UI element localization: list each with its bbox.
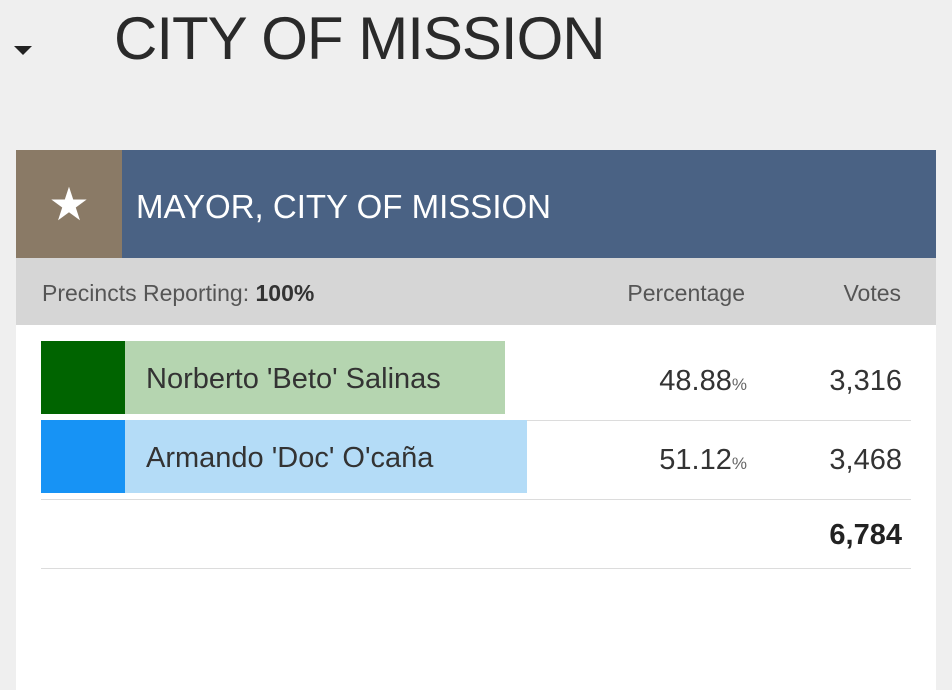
candidate-name: Armando 'Doc' O'caña [146, 442, 434, 474]
page-title: CITY OF MISSION [114, 5, 606, 72]
candidate-votes: 3,468 [829, 444, 902, 476]
percent-sign: % [731, 454, 747, 473]
race-header: ★ MAYOR, CITY OF MISSION [16, 150, 936, 258]
precincts-label: Precincts Reporting: [42, 280, 250, 306]
dropdown-caret-icon[interactable] [14, 46, 32, 55]
candidate-votes: 3,316 [829, 365, 902, 397]
race-card: ★ MAYOR, CITY OF MISSION Precincts Repor… [16, 150, 936, 690]
precincts-value: 100% [255, 280, 315, 306]
candidate-row: Norberto 'Beto' Salinas 48.88% 3,316 [41, 341, 911, 421]
race-title: MAYOR, CITY OF MISSION [136, 188, 551, 225]
percentage-header: Percentage [627, 280, 745, 306]
percent-sign: % [731, 375, 747, 394]
candidate-row: Armando 'Doc' O'caña 51.12% 3,468 [41, 420, 911, 500]
candidate-percentage: 51.12% [659, 444, 747, 477]
percentage-value: 48.88 [659, 365, 732, 397]
votes-header: Votes [843, 280, 901, 306]
total-row: 6,784 [41, 495, 911, 569]
star-icon[interactable]: ★ [16, 150, 122, 258]
race-subheader: Precincts Reporting: 100% Percentage Vot… [16, 258, 936, 325]
percentage-value: 51.12 [659, 444, 732, 476]
total-votes: 6,784 [829, 519, 902, 551]
candidate-color-swatch [41, 420, 125, 493]
precincts-reporting: Precincts Reporting: 100% [42, 280, 314, 307]
candidate-percentage: 48.88% [659, 365, 747, 398]
candidate-color-swatch [41, 341, 125, 414]
candidate-name: Norberto 'Beto' Salinas [146, 363, 441, 395]
